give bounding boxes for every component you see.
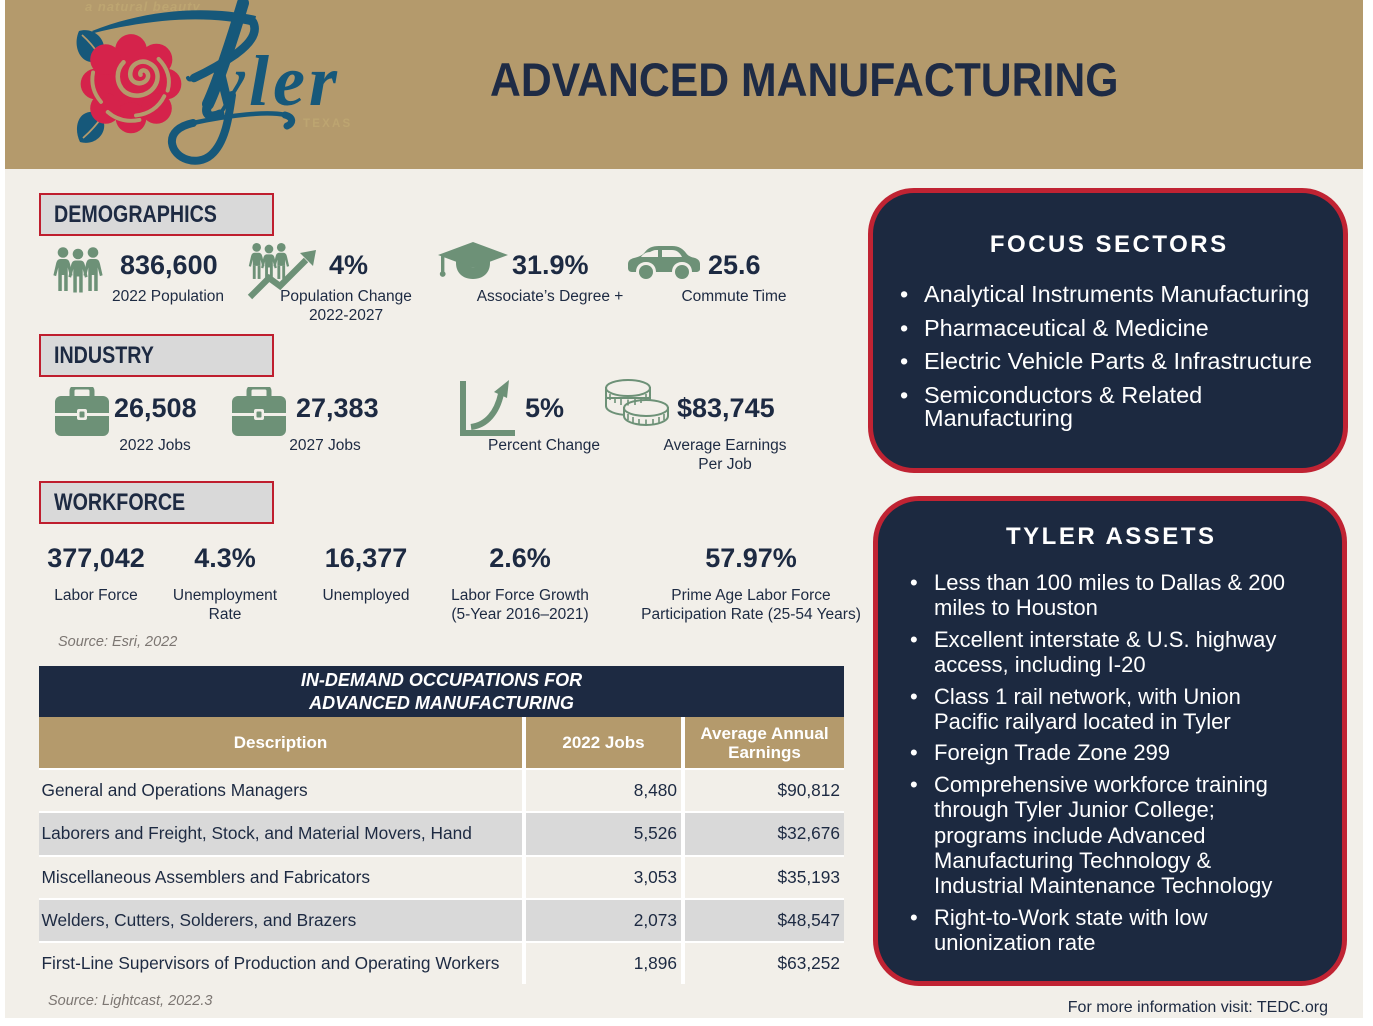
svg-text:a natural beauty: a natural beauty	[85, 0, 201, 14]
svg-text:yler: yler	[205, 41, 341, 121]
svg-text:TEXAS: TEXAS	[303, 118, 352, 130]
